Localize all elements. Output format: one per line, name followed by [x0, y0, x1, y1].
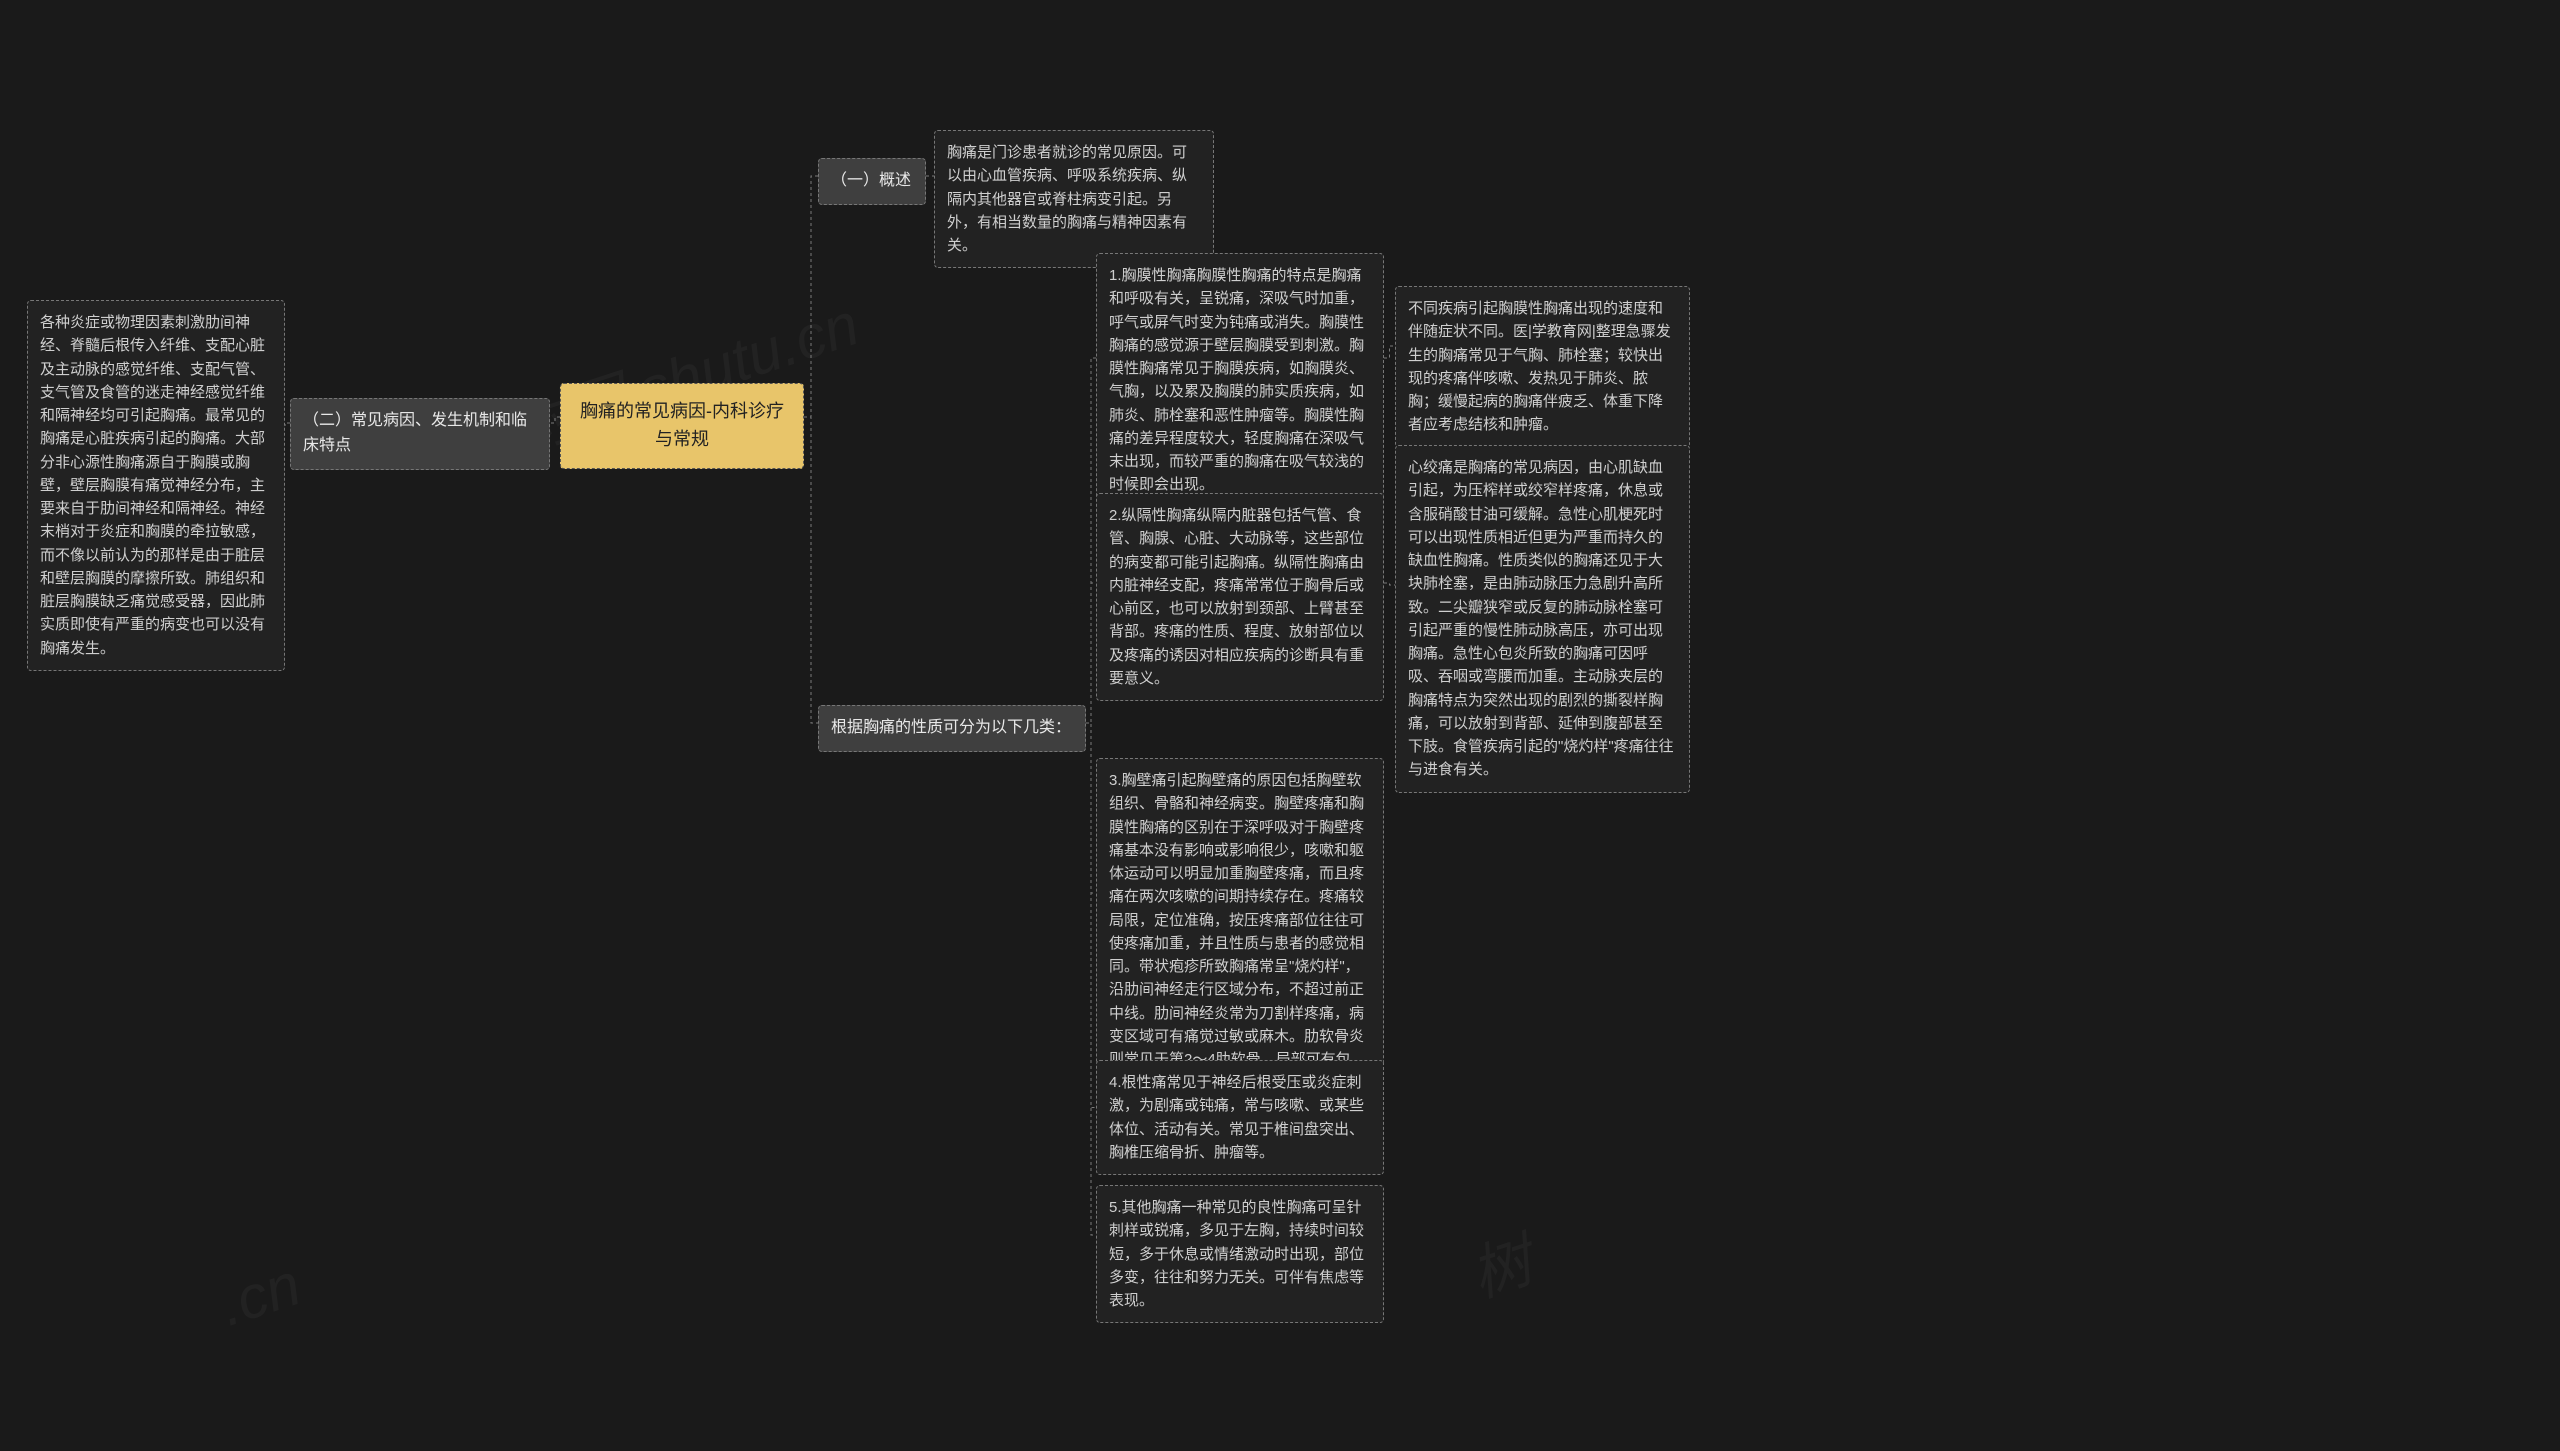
leaf-node-overview-detail[interactable]: 胸痛是门诊患者就诊的常见原因。可以由心血管疾病、呼吸系统疾病、纵隔内其他器官或脊… [934, 130, 1214, 268]
leaf-node-type-1[interactable]: 1.胸膜性胸痛胸膜性胸痛的特点是胸痛和呼吸有关，呈锐痛，深吸气时加重，呼气或屏气… [1096, 253, 1384, 508]
leaf-node-type-2[interactable]: 2.纵隔性胸痛纵隔内脏器包括气管、食管、胸腺、心脏、大动脉等，这些部位的病变都可… [1096, 493, 1384, 701]
root-node[interactable]: 胸痛的常见病因-内科诊疗与常规 [560, 383, 804, 469]
leaf-node-type-2-detail[interactable]: 心绞痛是胸痛的常见病因，由心肌缺血引起，为压榨样或绞窄样疼痛，休息或含服硝酸甘油… [1395, 445, 1690, 793]
leaf-node-type-4[interactable]: 4.根性痛常见于神经后根受压或炎症刺激，为剧痛或钝痛，常与咳嗽、或某些体位、活动… [1096, 1060, 1384, 1175]
branch-node-causes[interactable]: （二）常见病因、发生机制和临床特点 [290, 398, 550, 470]
leaf-node-type-1-detail[interactable]: 不同疾病引起胸膜性胸痛出现的速度和伴随症状不同。医|学教育网|整理急骤发生的胸痛… [1395, 286, 1690, 448]
leaf-node-type-5[interactable]: 5.其他胸痛一种常见的良性胸痛可呈针刺样或锐痛，多见于左胸，持续时间较短，多于休… [1096, 1185, 1384, 1323]
watermark: 树 [1458, 1213, 1542, 1314]
mindmap-canvas: 树图 shutu.cn .cn 树 胸痛的常见病因-内科诊疗与常规 （二）常见病… [0, 0, 2560, 1451]
leaf-node-type-3[interactable]: 3.胸壁痛引起胸壁痛的原因包括胸壁软组织、骨骼和神经病变。胸壁疼痛和胸膜性胸痛的… [1096, 758, 1384, 1106]
branch-node-types[interactable]: 根据胸痛的性质可分为以下几类： [818, 705, 1086, 752]
leaf-node-causes-detail[interactable]: 各种炎症或物理因素刺激肋间神经、脊髓后根传入纤维、支配心脏及主动脉的感觉纤维、支… [27, 300, 285, 671]
watermark: .cn [211, 1249, 308, 1339]
branch-node-overview[interactable]: （一）概述 [818, 158, 926, 205]
